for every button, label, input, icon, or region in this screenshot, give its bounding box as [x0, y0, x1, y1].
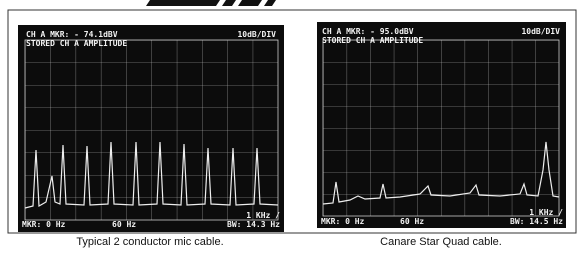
- header-right: 10dB/DIV: [521, 27, 560, 36]
- figure: CH A MKR: - 74.1dBV 10dB/DIV STORED CH A…: [0, 0, 584, 251]
- footer-bw: BW: 14.3 Hz: [227, 220, 280, 229]
- header-left: CH A MKR: - 95.0dBV: [322, 27, 414, 36]
- footer-bw: BW: 14.5 Hz: [510, 217, 563, 226]
- header-right: 10dB/DIV: [237, 30, 276, 39]
- footer-marker: MKR: 0 Hz: [321, 217, 365, 226]
- footer-span: 1 KHz /: [246, 211, 280, 220]
- footer-span: 1 KHz /: [529, 208, 563, 217]
- header-left: CH A MKR: - 74.1dBV: [26, 30, 118, 39]
- footer-center: 60 Hz: [112, 220, 136, 229]
- caption: Canare Star Quad cable.: [380, 236, 502, 248]
- top-stripes: [146, 0, 276, 6]
- screen-left: CH A MKR: - 74.1dBV 10dB/DIV STORED CH A…: [18, 25, 284, 232]
- caption: Typical 2 conductor mic cable.: [76, 236, 223, 248]
- footer-center: 60 Hz: [400, 217, 424, 226]
- footer-marker: MKR: 0 Hz: [22, 220, 66, 229]
- subheader: STORED CH A AMPLITUDE: [26, 39, 127, 48]
- screen-right: CH A MKR: - 95.0dBV 10dB/DIV STORED CH A…: [317, 22, 566, 228]
- subheader: STORED CH A AMPLITUDE: [322, 36, 423, 45]
